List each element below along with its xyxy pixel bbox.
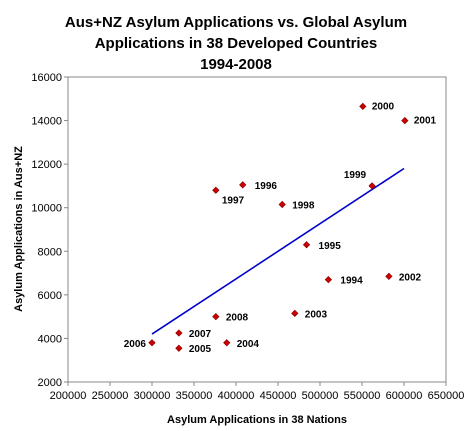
point-label-2006: 2006 <box>124 339 147 350</box>
point-label-1998: 1998 <box>292 200 315 211</box>
point-label-1999: 1999 <box>344 170 367 181</box>
x-tick-label: 300000 <box>134 390 171 402</box>
trendline <box>151 167 405 335</box>
plot-border <box>67 76 447 383</box>
y-tick-label: 2000 <box>38 377 62 389</box>
chart-title-line-1: Aus+NZ Asylum Applications vs. Global As… <box>65 14 407 31</box>
y-tick-label: 12000 <box>31 159 62 171</box>
x-tick-label: 200000 <box>50 390 87 402</box>
point-label-2005: 2005 <box>189 344 212 355</box>
data-point-2006 <box>148 339 156 347</box>
data-point-2004 <box>223 339 231 347</box>
data-point-2008 <box>212 313 220 321</box>
y-tick-label: 14000 <box>31 116 62 128</box>
point-label-1996: 1996 <box>255 181 278 192</box>
data-point-2005 <box>175 344 183 352</box>
x-axis-ticks: 200000 250000 300000 350000 400000 450000 5000… <box>50 382 465 402</box>
y-tick-label: 4000 <box>38 333 62 345</box>
data-point-1995 <box>302 241 311 249</box>
x-tick-label: 600000 <box>386 390 423 402</box>
x-tick-label: 250000 <box>92 390 129 402</box>
y-axis-ticks: 2000 4000 6000 8000 10000 12000 14000 16000 <box>31 72 68 389</box>
x-tick-label: 550000 <box>344 390 381 402</box>
point-label-1994: 1994 <box>340 276 363 287</box>
point-label-2000: 2000 <box>372 101 395 112</box>
x-axis-label: Asylum Applications in 38 Nations <box>167 414 347 426</box>
y-tick-label: 10000 <box>31 203 62 215</box>
point-label-2002: 2002 <box>399 272 422 283</box>
y-tick-label: 6000 <box>38 290 62 302</box>
data-point-2003 <box>291 309 299 317</box>
point-label-1995: 1995 <box>319 241 342 252</box>
point-label-2003: 2003 <box>305 309 328 320</box>
x-tick-label: 650000 <box>428 390 465 402</box>
data-point-1999 <box>368 182 376 190</box>
point-label-2008: 2008 <box>226 313 249 324</box>
data-point-2001 <box>401 116 409 125</box>
plot-area <box>67 76 447 383</box>
x-tick-label: 450000 <box>260 390 297 402</box>
data-points: 1994 1995 1996 1997 1998 1999 2000 2001 2002 2003… <box>124 101 437 355</box>
y-tick-label: 16000 <box>31 72 62 84</box>
point-label-2001: 2001 <box>414 116 437 127</box>
chart-title-line-3: 1994-2008 <box>200 56 272 73</box>
data-point-2002 <box>385 272 393 280</box>
y-tick-label: 8000 <box>38 246 62 258</box>
point-label-2007: 2007 <box>189 329 212 340</box>
y-axis-label: Asylum Applications in Aus+NZ <box>13 146 25 312</box>
x-tick-label: 350000 <box>176 390 213 402</box>
data-point-2007 <box>175 329 183 337</box>
chart-title-line-2: Applications in 38 Developed Countries <box>95 35 378 52</box>
trendline-group <box>151 167 405 335</box>
data-point-1994 <box>324 275 333 284</box>
point-label-1997: 1997 <box>222 195 245 206</box>
data-point-1997 <box>212 186 220 194</box>
data-point-2000 <box>359 102 367 111</box>
point-label-2004: 2004 <box>237 339 260 350</box>
x-tick-label: 400000 <box>218 390 255 402</box>
data-point-1998 <box>278 200 286 209</box>
data-point-1996 <box>239 181 247 189</box>
x-tick-label: 500000 <box>302 390 339 402</box>
